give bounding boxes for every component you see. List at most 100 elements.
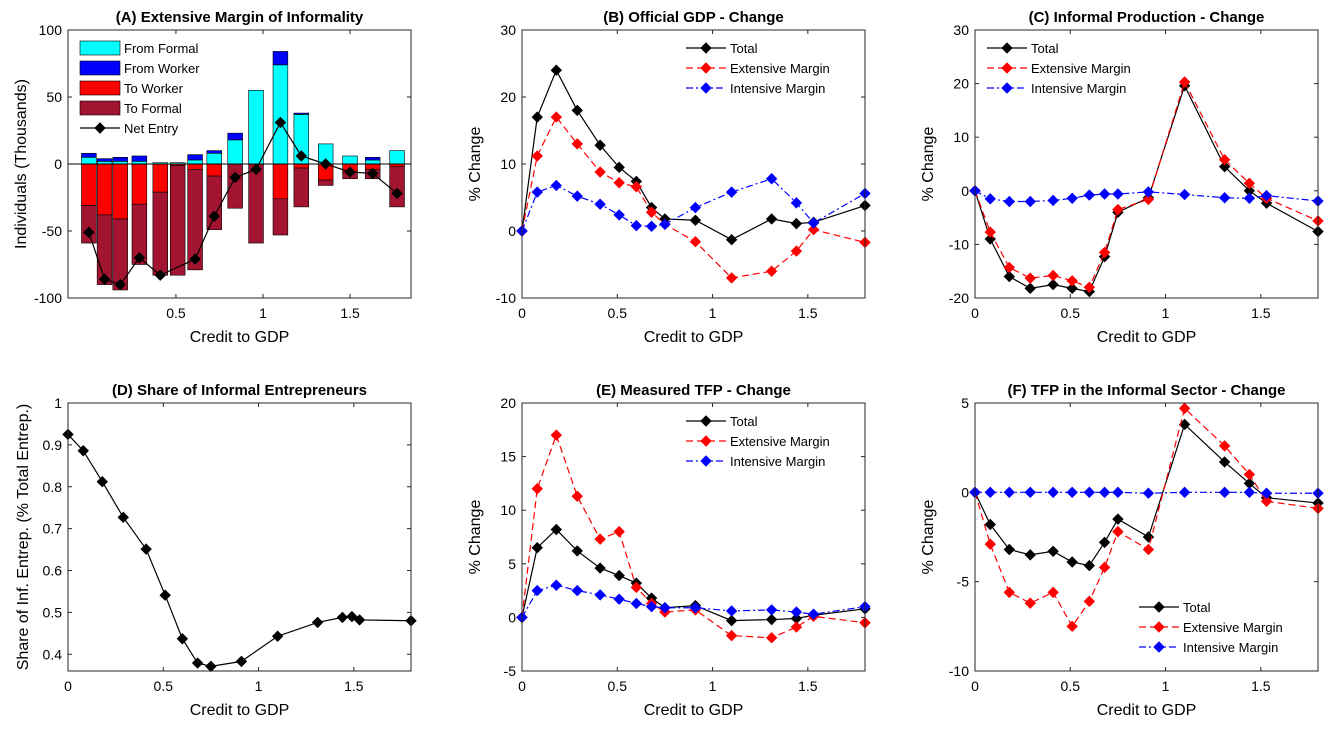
series-marker [1003, 586, 1016, 599]
y-axis-label: % Change [920, 500, 937, 575]
series-marker [1218, 154, 1231, 166]
series-marker [594, 589, 606, 601]
y-tick-label: 0.8 [43, 479, 63, 495]
series-marker [1260, 487, 1273, 499]
legend-label: Extensive Margin [730, 61, 830, 76]
series-marker [191, 657, 204, 669]
series-marker [790, 217, 803, 230]
series-marker [1003, 261, 1016, 274]
y-tick-label: 30 [500, 22, 516, 38]
legend-marker [1001, 82, 1013, 94]
series-marker [613, 569, 625, 582]
series-line [975, 491, 1318, 494]
series-marker [594, 198, 606, 210]
series-marker [1083, 595, 1096, 608]
series-marker [1218, 456, 1231, 468]
series-marker [1047, 486, 1059, 499]
y-tick-label: 0 [508, 223, 516, 239]
legend-label: Intensive Margin [730, 454, 825, 469]
bar-from-formal [342, 155, 358, 165]
bar-from-worker [206, 150, 222, 154]
net-entry-marker [114, 278, 126, 291]
series-marker [1024, 549, 1036, 561]
series-marker [645, 600, 658, 613]
y-tick-label: -10 [949, 663, 969, 679]
y-tick-label: -5 [504, 663, 517, 679]
y-tick-label: 15 [500, 449, 516, 465]
x-tick-label: 0.5 [166, 305, 186, 321]
series-marker [77, 445, 89, 457]
x-tick-label: 1.5 [798, 678, 818, 694]
series-marker [1112, 486, 1124, 499]
series-marker [1003, 270, 1016, 283]
series-marker [1098, 561, 1111, 574]
y-tick-label: 0.4 [43, 646, 63, 662]
series-marker [765, 613, 778, 626]
series-marker [1243, 192, 1256, 205]
series-marker [571, 190, 583, 202]
legend-label: Intensive Margin [730, 81, 825, 96]
legend: From Formal From Worker To Worker To Formal… [79, 40, 200, 136]
y-tick-label: 0.7 [43, 521, 63, 537]
series-marker [571, 138, 583, 150]
series-marker [765, 604, 778, 616]
bar-to-formal [293, 167, 310, 208]
series-marker [1260, 495, 1273, 507]
legend-swatch [79, 100, 121, 116]
series-marker [336, 611, 349, 624]
bar-from-worker [81, 152, 97, 158]
series-marker [613, 209, 625, 221]
x-tick-label: 0 [64, 678, 72, 694]
y-tick-label: 0.6 [43, 563, 63, 579]
y-tick-label: 1 [54, 395, 62, 411]
bar-to-worker [131, 163, 148, 205]
series-marker [531, 542, 543, 554]
series-marker [1003, 195, 1016, 208]
legend-label: Total [1031, 41, 1059, 56]
series-marker [1066, 282, 1078, 295]
series-marker [1098, 536, 1111, 549]
net-entry-marker [391, 187, 403, 200]
x-tick-label: 0 [518, 305, 526, 321]
legend-label: Net Entry [124, 121, 179, 136]
series-marker [1066, 192, 1078, 205]
series-marker [807, 223, 820, 236]
series-marker [1066, 486, 1078, 499]
bar-from-formal [227, 139, 243, 165]
x-tick-label: 0.5 [608, 678, 628, 694]
series-marker [1218, 486, 1231, 499]
y-tick-label: 10 [500, 502, 516, 518]
series-marker [550, 523, 563, 536]
legend: Total Extensive Margin Intensive Margin [987, 41, 1131, 96]
legend: Total Extensive Margin Intensive Margin [1139, 600, 1283, 655]
series-marker [159, 589, 171, 601]
series-marker [984, 226, 996, 238]
net-entry-marker [319, 158, 332, 170]
series-marker [613, 593, 625, 605]
legend-swatch [79, 80, 121, 96]
bar-from-worker [131, 155, 148, 162]
series-marker [630, 597, 643, 610]
y-tick-label: 5 [508, 556, 516, 572]
bar-from-worker [96, 158, 113, 162]
bar-from-formal [364, 159, 381, 165]
series-marker [725, 629, 738, 642]
series-marker [550, 111, 563, 123]
legend-marker [1001, 62, 1013, 74]
series-marker [1003, 486, 1016, 499]
x-tick-label: 1.5 [340, 305, 360, 321]
chart-title: (E) Measured TFP - Change [596, 382, 791, 399]
series-marker [1098, 246, 1111, 259]
series-marker [594, 166, 606, 178]
series-marker [550, 179, 563, 192]
series-marker [346, 610, 358, 623]
x-tick-label: 1 [709, 305, 717, 321]
series-marker [1178, 402, 1191, 415]
y-tick-label: 20 [500, 395, 516, 411]
x-tick-label: 0 [971, 678, 979, 694]
series-marker [531, 483, 543, 495]
x-tick-label: 1.5 [1251, 678, 1271, 694]
x-tick-label: 1 [259, 305, 267, 321]
bar-to-worker [187, 163, 203, 170]
y-tick-label: -10 [949, 236, 969, 252]
